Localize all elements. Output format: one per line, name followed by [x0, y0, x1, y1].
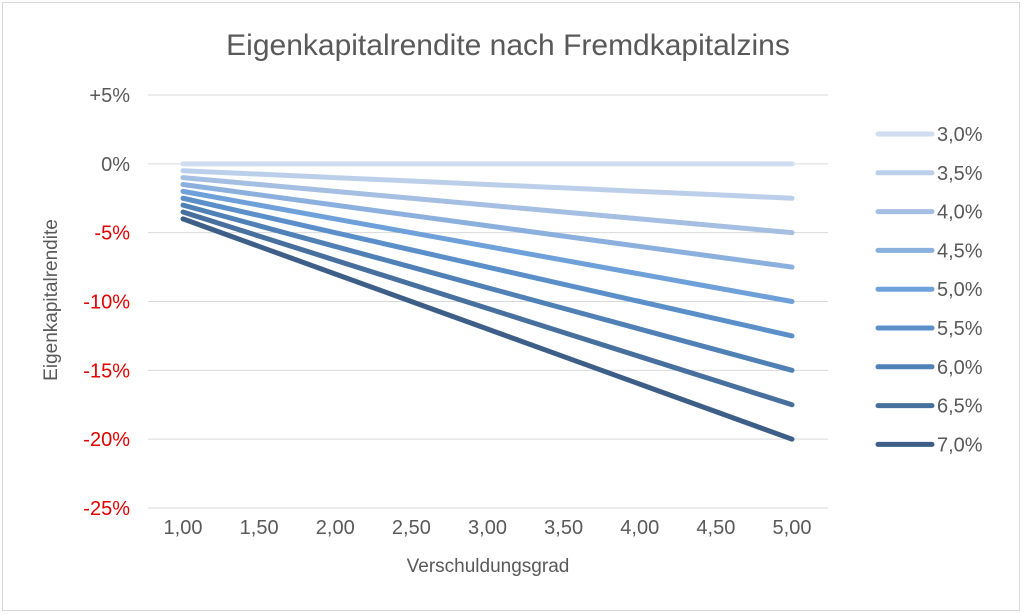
y-tick-label: -5% [94, 223, 130, 245]
series-line [180, 195, 795, 339]
legend: 3,0% 3,5% 4,0% 4,5% 5,0% 5,5% 6,0% 6,5% 7,0% [875, 124, 983, 456]
series-line [180, 202, 795, 373]
legend-label: 6,5% [937, 396, 983, 418]
legend-item: 5,5% [875, 318, 983, 340]
y-tick-label: 0% [101, 154, 130, 176]
legend-label: 4,0% [937, 202, 983, 224]
legend-label: 5,0% [937, 279, 983, 301]
y-axis-ticks: +5% 0% -5% -10% -15% -20% -25% [83, 85, 130, 520]
x-tick-label: 3,50 [544, 517, 583, 539]
series-line [180, 175, 795, 236]
chart-title: Eigenkapitalrendite nach Fremdkapitalzin… [226, 29, 790, 62]
legend-label: 5,5% [937, 318, 983, 340]
legend-item: 5,0% [875, 279, 983, 301]
x-tick-label: 4,50 [696, 517, 735, 539]
legend-item: 6,5% [875, 396, 983, 418]
legend-item: 6,0% [875, 357, 983, 379]
y-tick-label: -25% [83, 498, 130, 520]
gridlines [148, 94, 828, 509]
legend-label: 7,0% [937, 434, 983, 456]
x-axis-label: Verschuldungsgrad [407, 556, 570, 577]
x-tick-label: 3,00 [468, 517, 507, 539]
series-line [180, 188, 795, 304]
y-tick-label: -15% [83, 360, 130, 382]
legend-item: 4,5% [875, 240, 983, 262]
legend-label: 3,5% [937, 163, 983, 185]
y-axis-label: Eigenkapitalrendite [41, 219, 62, 381]
y-tick-label: -20% [83, 429, 130, 451]
x-tick-label: 2,50 [392, 517, 431, 539]
y-tick-label: +5% [89, 85, 130, 107]
series-line [180, 216, 795, 442]
x-tick-label: 1,50 [240, 517, 279, 539]
legend-item: 4,0% [875, 202, 983, 224]
x-tick-label: 1,00 [164, 517, 203, 539]
legend-label: 6,0% [937, 357, 983, 379]
x-tick-label: 2,00 [316, 517, 355, 539]
legend-item: 3,5% [875, 163, 983, 185]
x-tick-label: 4,00 [620, 517, 659, 539]
x-tick-label: 5,00 [773, 517, 812, 539]
series-line [180, 209, 795, 408]
x-axis-ticks: 1,00 1,50 2,00 2,50 3,00 3,50 4,00 4,50 5,00 [164, 517, 812, 539]
series-line [180, 181, 795, 270]
legend-label: 3,0% [937, 124, 983, 146]
legend-label: 4,5% [937, 240, 983, 262]
legend-item: 3,0% [875, 124, 983, 146]
series-lines [180, 161, 795, 442]
legend-item: 7,0% [875, 434, 983, 456]
y-tick-label: -10% [83, 292, 130, 314]
series-line [180, 168, 795, 201]
